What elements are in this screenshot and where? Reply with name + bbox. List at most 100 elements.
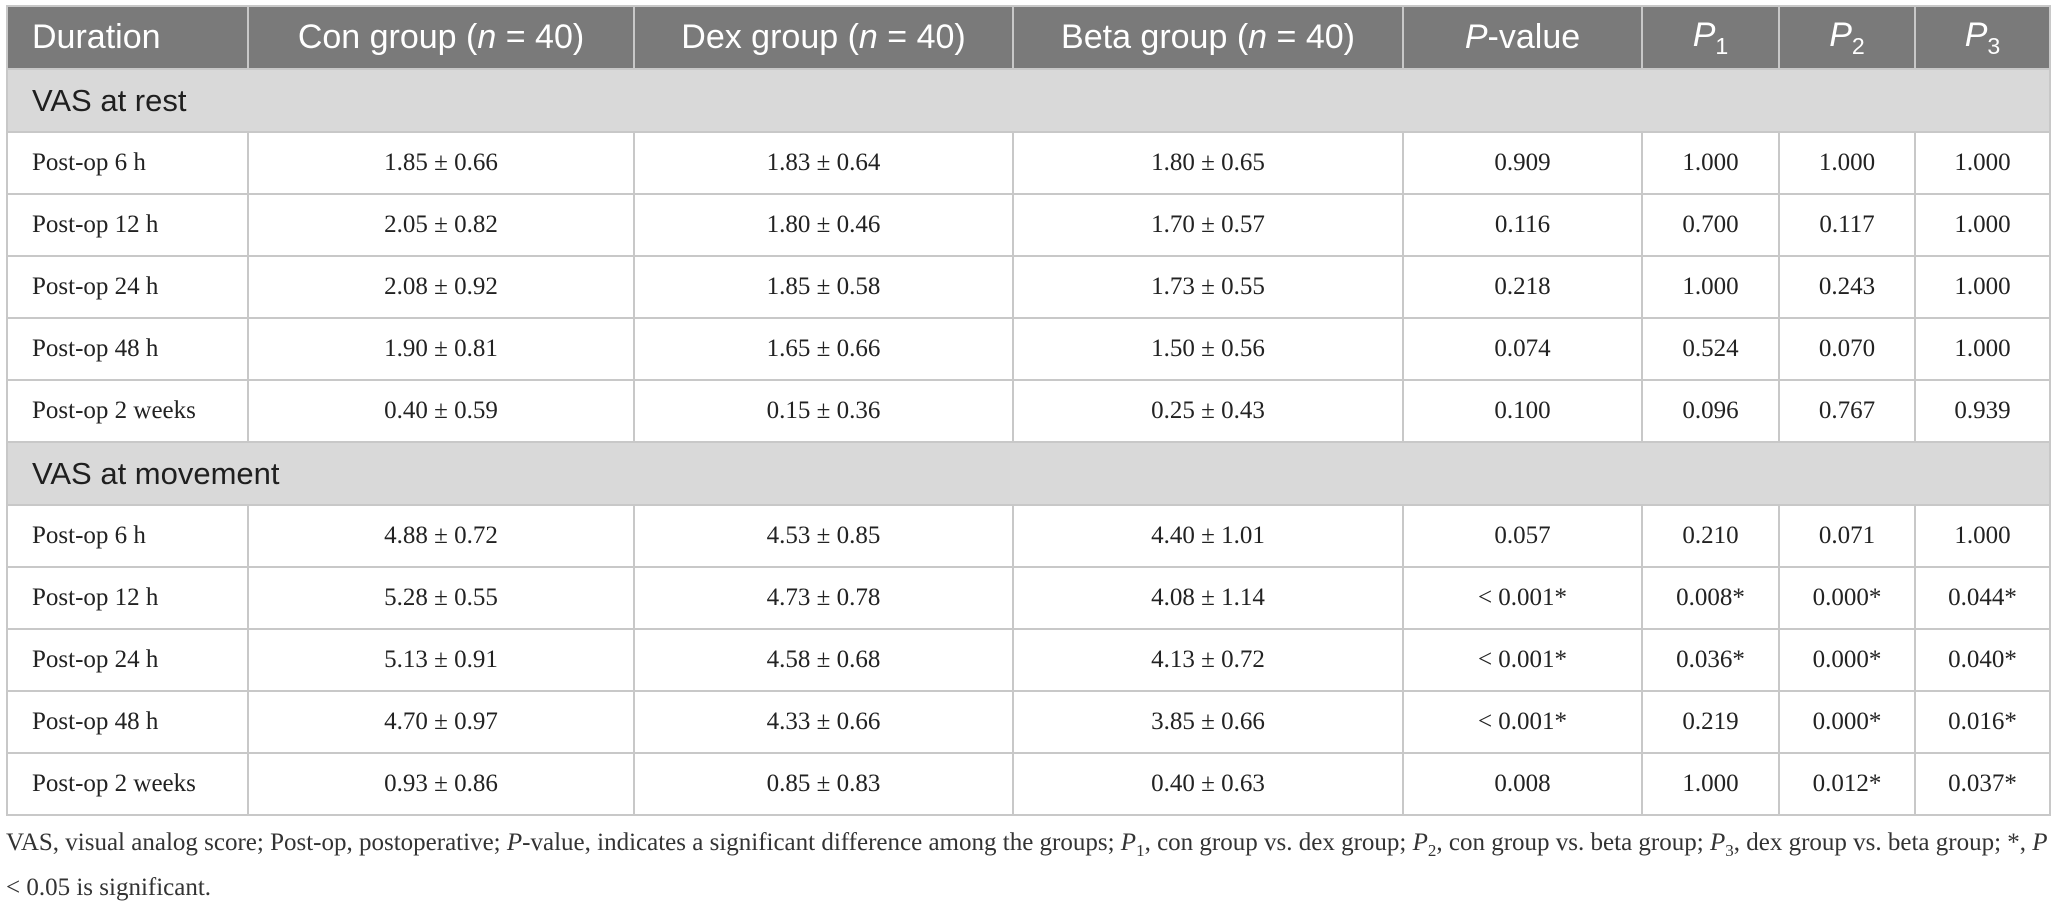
p3-cell: 1.000	[1914, 317, 2051, 381]
p1-cell: 0.008*	[1641, 566, 1780, 630]
p-value-cell: < 0.001*	[1402, 628, 1643, 692]
p3-cell: 1.000	[1914, 504, 2051, 568]
header-p2: P2	[1778, 5, 1916, 70]
p1-cell: 0.036*	[1641, 628, 1780, 692]
table-footnote: VAS, visual analog score; Post-op, posto…	[6, 829, 2048, 901]
p3-cell: 1.000	[1914, 131, 2051, 195]
duration-cell: Post-op 2 weeks	[6, 379, 249, 443]
beta-group-cell: 0.40 ± 0.63	[1012, 752, 1404, 816]
p2-cell: 0.000*	[1778, 690, 1916, 754]
section-title: VAS at movement	[6, 441, 2051, 506]
duration-cell: Post-op 12 h	[6, 193, 249, 257]
p1-cell: 0.210	[1641, 504, 1780, 568]
table-row: Post-op 12 h 2.05 ± 0.82 1.80 ± 0.46 1.70 ±…	[6, 193, 2051, 257]
p-value-cell: 0.909	[1402, 131, 1643, 195]
duration-cell: Post-op 6 h	[6, 131, 249, 195]
table-row: Post-op 2 weeks 0.93 ± 0.86 0.85 ± 0.83 0.4…	[6, 752, 2051, 816]
header-p-value: P-value	[1402, 5, 1643, 70]
beta-group-cell: 1.70 ± 0.57	[1012, 193, 1404, 257]
duration-cell: Post-op 6 h	[6, 504, 249, 568]
beta-group-cell: 0.25 ± 0.43	[1012, 379, 1404, 443]
p1-cell: 0.524	[1641, 317, 1780, 381]
table-row: Post-op 48 h 1.90 ± 0.81 1.65 ± 0.66 1.50 ±…	[6, 317, 2051, 381]
dex-group-cell: 1.65 ± 0.66	[633, 317, 1014, 381]
beta-group-cell: 4.13 ± 0.72	[1012, 628, 1404, 692]
con-group-cell: 1.85 ± 0.66	[247, 131, 635, 195]
p2-cell: 0.000*	[1778, 628, 1916, 692]
p-value-cell: 0.218	[1402, 255, 1643, 319]
p2-cell: 0.117	[1778, 193, 1916, 257]
duration-cell: Post-op 24 h	[6, 255, 249, 319]
dex-group-cell: 0.85 ± 0.83	[633, 752, 1014, 816]
p2-cell: 0.071	[1778, 504, 1916, 568]
beta-group-cell: 1.50 ± 0.56	[1012, 317, 1404, 381]
p2-cell: 0.243	[1778, 255, 1916, 319]
beta-group-cell: 4.40 ± 1.01	[1012, 504, 1404, 568]
section-row: VAS at movement	[6, 441, 2051, 506]
header-beta-group: Beta group (n = 40)	[1012, 5, 1404, 70]
header-p3: P3	[1914, 5, 2051, 70]
duration-cell: Post-op 48 h	[6, 317, 249, 381]
p3-cell: 1.000	[1914, 255, 2051, 319]
table-row: Post-op 24 h 5.13 ± 0.91 4.58 ± 0.68 4.13 ±…	[6, 628, 2051, 692]
con-group-cell: 0.93 ± 0.86	[247, 752, 635, 816]
table-row: Post-op 24 h 2.08 ± 0.92 1.85 ± 0.58 1.73 ±…	[6, 255, 2051, 319]
beta-group-cell: 3.85 ± 0.66	[1012, 690, 1404, 754]
p1-cell: 1.000	[1641, 255, 1780, 319]
table-row: Post-op 12 h 5.28 ± 0.55 4.73 ± 0.78 4.08 ±…	[6, 566, 2051, 630]
dex-group-cell: 1.80 ± 0.46	[633, 193, 1014, 257]
con-group-cell: 1.90 ± 0.81	[247, 317, 635, 381]
con-group-cell: 2.05 ± 0.82	[247, 193, 635, 257]
p3-cell: 0.037*	[1914, 752, 2051, 816]
p-value-cell: 0.100	[1402, 379, 1643, 443]
dex-group-cell: 4.53 ± 0.85	[633, 504, 1014, 568]
duration-cell: Post-op 48 h	[6, 690, 249, 754]
header-p1: P1	[1641, 5, 1780, 70]
p3-cell: 0.044*	[1914, 566, 2051, 630]
p-value-cell: < 0.001*	[1402, 566, 1643, 630]
table-row: Post-op 6 h 4.88 ± 0.72 4.53 ± 0.85 4.40 ± …	[6, 504, 2051, 568]
duration-cell: Post-op 12 h	[6, 566, 249, 630]
beta-group-cell: 4.08 ± 1.14	[1012, 566, 1404, 630]
p1-cell: 1.000	[1641, 131, 1780, 195]
beta-group-cell: 1.73 ± 0.55	[1012, 255, 1404, 319]
p1-cell: 1.000	[1641, 752, 1780, 816]
p2-cell: 1.000	[1778, 131, 1916, 195]
section-title: VAS at rest	[6, 68, 2051, 133]
table-page: Duration Con group (n = 40) Dex group (n…	[6, 5, 2051, 906]
section-row: VAS at rest	[6, 68, 2051, 133]
dex-group-cell: 0.15 ± 0.36	[633, 379, 1014, 443]
con-group-cell: 0.40 ± 0.59	[247, 379, 635, 443]
header-dex-group: Dex group (n = 40)	[633, 5, 1014, 70]
p-value-cell: < 0.001*	[1402, 690, 1643, 754]
p3-cell: 1.000	[1914, 193, 2051, 257]
header-duration: Duration	[6, 5, 249, 70]
table-body: VAS at rest Post-op 6 h 1.85 ± 0.66 1.83 ± …	[6, 68, 2051, 816]
duration-cell: Post-op 2 weeks	[6, 752, 249, 816]
header-con-group: Con group (n = 40)	[247, 5, 635, 70]
p1-cell: 0.700	[1641, 193, 1780, 257]
beta-group-cell: 1.80 ± 0.65	[1012, 131, 1404, 195]
p1-cell: 0.219	[1641, 690, 1780, 754]
table-row: Post-op 48 h 4.70 ± 0.97 4.33 ± 0.66 3.85 ±…	[6, 690, 2051, 754]
p-value-cell: 0.116	[1402, 193, 1643, 257]
duration-cell: Post-op 24 h	[6, 628, 249, 692]
p2-cell: 0.070	[1778, 317, 1916, 381]
dex-group-cell: 1.85 ± 0.58	[633, 255, 1014, 319]
p2-cell: 0.000*	[1778, 566, 1916, 630]
p-value-cell: 0.008	[1402, 752, 1643, 816]
p3-cell: 0.939	[1914, 379, 2051, 443]
dex-group-cell: 4.73 ± 0.78	[633, 566, 1014, 630]
con-group-cell: 5.28 ± 0.55	[247, 566, 635, 630]
dex-group-cell: 4.58 ± 0.68	[633, 628, 1014, 692]
dex-group-cell: 1.83 ± 0.64	[633, 131, 1014, 195]
p3-cell: 0.016*	[1914, 690, 2051, 754]
p-value-cell: 0.057	[1402, 504, 1643, 568]
p1-cell: 0.096	[1641, 379, 1780, 443]
p3-cell: 0.040*	[1914, 628, 2051, 692]
header-row: Duration Con group (n = 40) Dex group (n…	[6, 5, 2051, 70]
con-group-cell: 4.88 ± 0.72	[247, 504, 635, 568]
con-group-cell: 5.13 ± 0.91	[247, 628, 635, 692]
table-row: Post-op 6 h 1.85 ± 0.66 1.83 ± 0.64 1.80 ± …	[6, 131, 2051, 195]
con-group-cell: 2.08 ± 0.92	[247, 255, 635, 319]
